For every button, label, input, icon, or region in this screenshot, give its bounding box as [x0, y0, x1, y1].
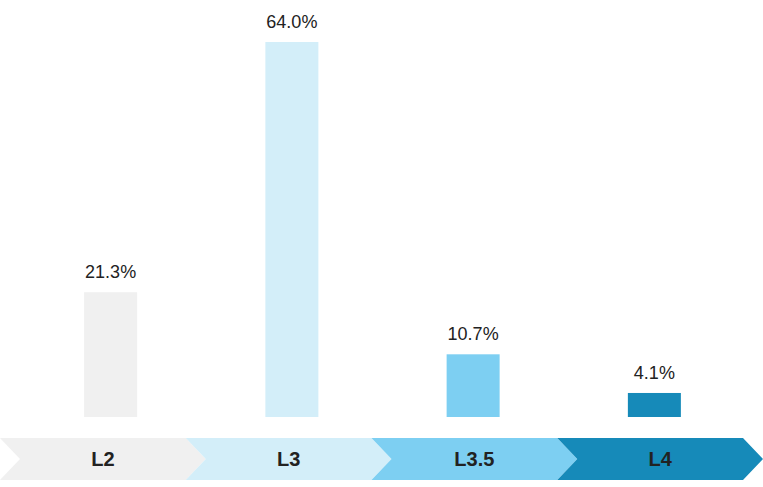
chevron: [0, 438, 206, 480]
bar: [447, 354, 500, 417]
chart: 21.3% 64.0% 10.7% 4.1% L2 L3 L3.5 L4: [0, 0, 763, 487]
data-label: 64.0%: [266, 12, 317, 32]
bar: [628, 393, 681, 417]
bars: [84, 42, 681, 417]
category-axis: L2 L3 L3.5 L4: [0, 438, 763, 480]
bar: [84, 292, 137, 417]
data-label: 21.3%: [85, 262, 136, 282]
data-labels: 21.3% 64.0% 10.7% 4.1%: [85, 12, 675, 383]
data-label: 4.1%: [634, 363, 675, 383]
category-label: L2: [91, 448, 114, 470]
chevron: [186, 438, 392, 480]
bar: [265, 42, 318, 417]
data-label: 10.7%: [448, 324, 499, 344]
chevron: [372, 438, 578, 480]
category-label: L3.5: [454, 448, 494, 470]
category-label: L3: [277, 448, 300, 470]
category-label: L4: [648, 448, 672, 470]
chevron: [557, 438, 763, 480]
